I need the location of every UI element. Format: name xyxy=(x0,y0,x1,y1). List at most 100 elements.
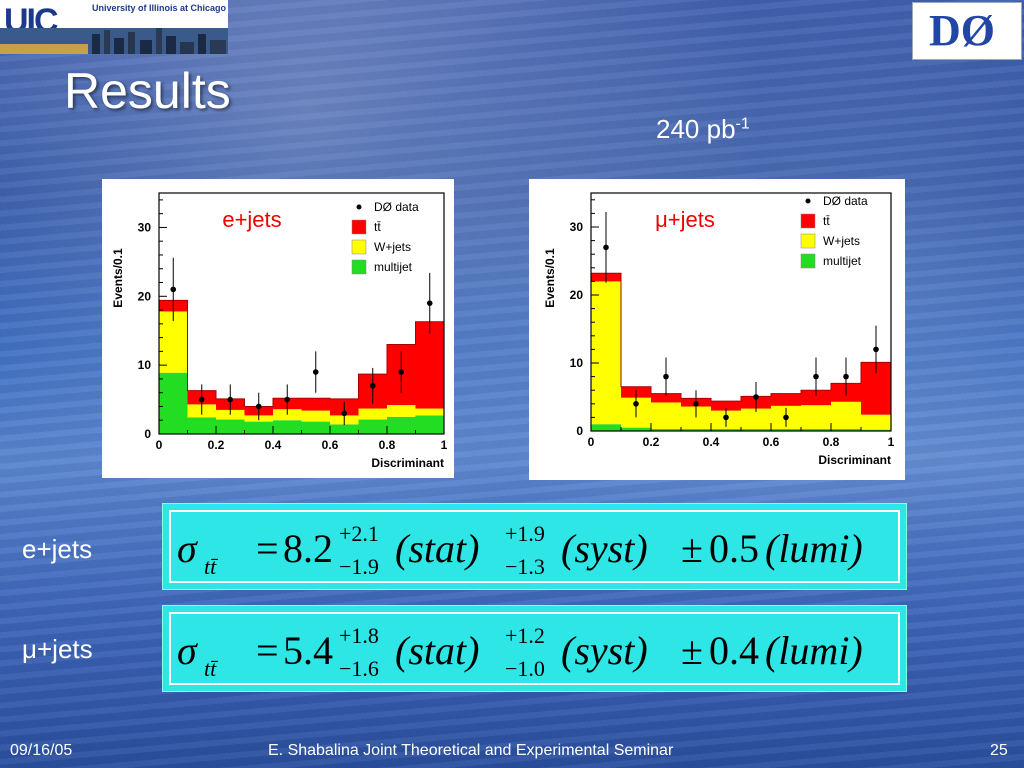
central-value: 8.2 xyxy=(283,526,333,571)
legend-swatch-1 xyxy=(351,219,367,235)
bar-multijet-7 xyxy=(358,419,387,434)
luminosity-exponent: -1 xyxy=(735,115,750,133)
legend-label-0: DØ data xyxy=(823,194,868,208)
x-tick-label-3: 0.6 xyxy=(763,435,780,449)
bar-multijet-3 xyxy=(244,421,273,434)
legend-label-1: tt̄ xyxy=(823,214,830,228)
data-point-4 xyxy=(284,396,291,403)
stack-outline xyxy=(158,299,445,434)
bar-multijet-1 xyxy=(621,427,651,431)
y-tick-label-3: 30 xyxy=(570,220,584,234)
legend-swatch-3 xyxy=(800,253,816,269)
mujets-histogram: 0 0.2 0.4 0.6 0.8 1 0 10 20 30 Discriminant Events/… xyxy=(529,179,905,480)
bar-multijet-5 xyxy=(301,421,330,434)
y-tick-label-0: 0 xyxy=(576,424,583,438)
x-tick-label-5: 1 xyxy=(441,438,448,452)
x-tick-label-4: 0.8 xyxy=(379,438,396,452)
mujets-label: μ+jets xyxy=(22,634,93,664)
x-axis-title: Discriminant xyxy=(818,453,891,467)
legend-label-1: tt̄ xyxy=(374,220,381,234)
y-tick-label-3: 30 xyxy=(138,220,152,234)
formula-0: σ tt̄ = 8.2 +2.1 −1.9 (stat) +1.9 −1.3 (… xyxy=(177,521,863,579)
stat-up: +2.1 xyxy=(339,521,379,546)
stat-label: (stat) xyxy=(395,628,479,673)
bar-wjets-5 xyxy=(301,410,330,422)
footer-date: 09/16/05 xyxy=(10,742,73,759)
bar-multijet-7 xyxy=(801,428,831,431)
lumi-label: (lumi) xyxy=(765,628,863,673)
x-tick-label-1: 0.2 xyxy=(208,438,225,452)
bar-wjets-7 xyxy=(358,408,387,420)
sigma-subscript: tt̄ xyxy=(204,554,219,579)
data-point-3 xyxy=(693,401,699,407)
x-tick-label-0: 0 xyxy=(588,435,595,449)
data-point-5 xyxy=(753,394,759,400)
x-tick-label-1: 0.2 xyxy=(643,435,660,449)
x-tick-label-5: 1 xyxy=(888,435,895,449)
chart-title: e+jets xyxy=(222,207,281,232)
bar-wjets-7 xyxy=(801,405,831,429)
legend-data-marker xyxy=(805,198,811,204)
bar-multijet-2 xyxy=(216,419,245,434)
data-point-6 xyxy=(341,410,348,417)
syst-label: (syst) xyxy=(561,526,648,571)
footer-page-number: 25 xyxy=(990,742,1008,759)
bar-wjets-3 xyxy=(681,406,711,429)
bar-multijet-8 xyxy=(831,428,861,431)
bar-tt-5 xyxy=(301,398,330,411)
sigma-subscript: tt̄ xyxy=(204,656,219,681)
data-point-6 xyxy=(783,414,789,421)
x-tick-label-3: 0.6 xyxy=(322,438,339,452)
equals-sign: = xyxy=(256,628,279,673)
luminosity-value: 240 pb xyxy=(656,114,736,144)
lumi-label: (lumi) xyxy=(765,526,863,571)
bar-wjets-0 xyxy=(591,281,621,425)
y-axis-title: Events/0.1 xyxy=(543,248,557,308)
plus-minus: ± xyxy=(681,526,703,571)
lumi-value: 0.4 xyxy=(709,628,759,673)
bar-multijet-4 xyxy=(711,428,741,431)
syst-down: −1.0 xyxy=(505,656,545,681)
syst-label: (syst) xyxy=(561,628,648,673)
data-point-5 xyxy=(312,369,319,375)
data-point-3 xyxy=(255,403,262,410)
x-axis-title: Discriminant xyxy=(371,456,444,470)
data-point-4 xyxy=(723,414,729,421)
y-tick-label-2: 20 xyxy=(570,288,584,302)
bar-wjets-0 xyxy=(159,311,188,373)
luminosity-label: 240 pb-1 xyxy=(656,114,750,145)
stat-down: −1.9 xyxy=(339,554,379,579)
data-point-9 xyxy=(426,300,433,306)
y-tick-label-2: 20 xyxy=(138,289,152,303)
uic-logo: UIC University of Illinois at Chicago xyxy=(0,0,228,54)
data-point-7 xyxy=(369,383,376,389)
data-point-9 xyxy=(873,346,879,353)
bar-multijet-6 xyxy=(771,428,801,431)
bar-multijet-4 xyxy=(273,420,302,434)
bar-wjets-2 xyxy=(651,402,681,429)
plus-minus: ± xyxy=(681,628,703,673)
uic-logo-subtitle: University of Illinois at Chicago xyxy=(92,3,227,13)
y-axis-title: Events/0.1 xyxy=(111,248,125,308)
ejets-label: e+jets xyxy=(22,534,93,564)
x-tick-label-4: 0.8 xyxy=(823,435,840,449)
data-point-2 xyxy=(227,396,234,403)
x-tick-label-2: 0.4 xyxy=(265,438,282,452)
legend-label-3: multijet xyxy=(823,254,862,268)
legend-data-marker xyxy=(356,204,362,210)
bar-tt-2 xyxy=(651,393,681,403)
bar-multijet-0 xyxy=(591,424,621,431)
bar-multijet-3 xyxy=(681,428,711,431)
data-point-0 xyxy=(603,244,609,251)
central-value: 5.4 xyxy=(283,628,333,673)
bar-multijet-9 xyxy=(861,429,891,431)
bar-tt-7 xyxy=(801,390,831,406)
bar-multijet-6 xyxy=(330,424,359,434)
syst-down: −1.3 xyxy=(505,554,545,579)
d0-logo: DØ xyxy=(912,2,1022,60)
x-tick-label-0: 0 xyxy=(156,438,163,452)
bar-multijet-9 xyxy=(415,415,444,434)
data-point-2 xyxy=(663,373,669,380)
bar-wjets-9 xyxy=(415,408,444,416)
legend-label-2: W+jets xyxy=(374,240,411,254)
